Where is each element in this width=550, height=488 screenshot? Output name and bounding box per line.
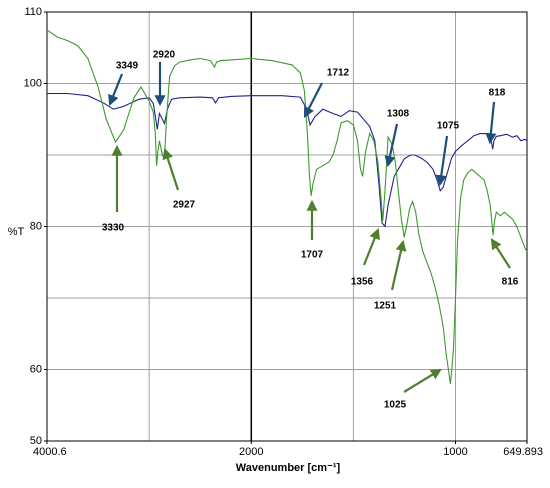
annotation-arrow: [435, 135, 449, 187]
y-tick-label: 60: [30, 363, 42, 375]
y-tick-label: 100: [24, 77, 42, 89]
annotation-arrow: [362, 227, 380, 266]
annotation-arrow: [490, 238, 511, 269]
annotation-arrow: [485, 101, 497, 145]
annotation-label: 1707: [301, 250, 324, 261]
annotation-arrow: [108, 73, 124, 107]
annotation-label: 1712: [327, 68, 350, 79]
y-tick-label: 110: [24, 6, 42, 18]
x-tick-label: 2000: [239, 446, 263, 458]
annotation-arrow: [403, 368, 442, 393]
annotation-label: 1308: [387, 109, 410, 120]
x-tick-label: 4000.6: [33, 446, 67, 458]
annotation-label: 3349: [116, 61, 139, 72]
annotation-label: 2920: [153, 50, 176, 61]
annotation-arrow: [303, 82, 323, 118]
spectrum-line: [46, 29, 528, 384]
annotation-arrow: [390, 239, 407, 291]
x-axis-label: Wavenumber [cm⁻¹]: [236, 462, 341, 474]
y-axis-label: %T: [8, 226, 25, 238]
annotation-label: 1356: [351, 277, 374, 288]
spectrum-line: [47, 92, 528, 228]
y-tick-label: 50: [30, 435, 42, 447]
x-tick-label: 649.893: [503, 446, 543, 458]
annotation-label: 1075: [437, 121, 460, 132]
x-tick-label: 1000: [443, 446, 467, 458]
annotation-label: 1251: [374, 301, 397, 312]
annotation-label: 1025: [384, 400, 407, 411]
annotation-label: 816: [502, 277, 519, 288]
annotation-label: 818: [489, 88, 506, 99]
y-tick-label: 80: [30, 220, 42, 232]
annotation-arrow: [384, 123, 399, 168]
annotation-label: 2927: [173, 200, 196, 211]
annotation-label: 3330: [102, 223, 125, 234]
annotation-arrow: [162, 147, 180, 191]
